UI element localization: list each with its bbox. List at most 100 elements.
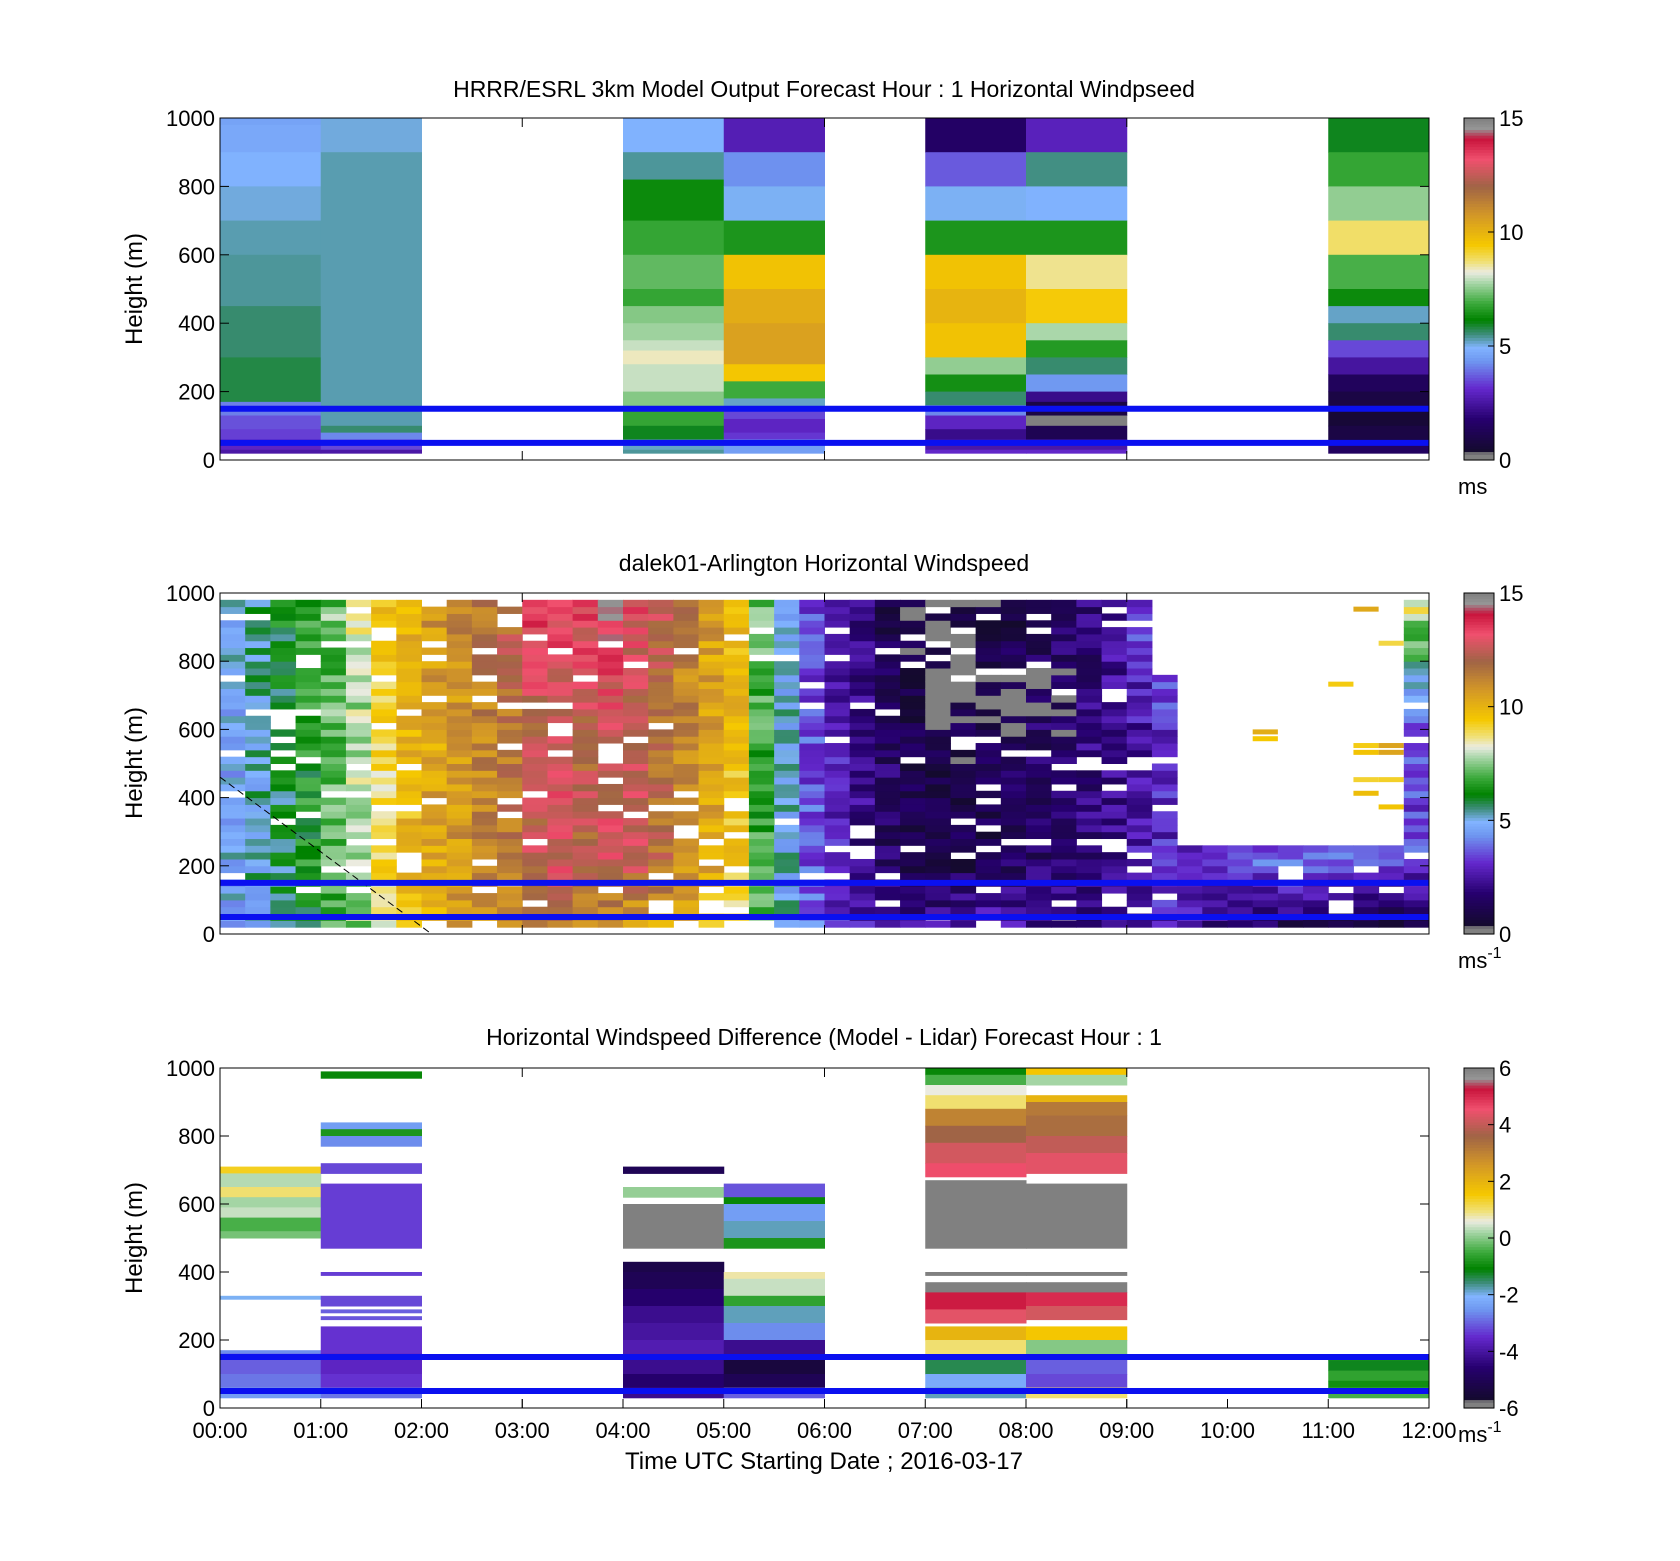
heatmap-cell (900, 668, 926, 676)
heatmap-cell (900, 627, 926, 635)
heatmap-cell (522, 647, 548, 655)
colorbar-step (1464, 874, 1494, 878)
heatmap-cell (597, 920, 624, 928)
heatmap-cell (597, 654, 624, 662)
heatmap-cell (572, 797, 599, 805)
heatmap-cell (925, 186, 1027, 222)
heatmap-cell (446, 688, 473, 696)
heatmap-cell (925, 920, 951, 928)
colorbar-step (1464, 434, 1494, 438)
heatmap-cell (774, 804, 800, 812)
heatmap-cell (270, 640, 297, 649)
heatmap-cell (547, 906, 574, 915)
colorbar-step (1464, 860, 1494, 864)
heatmap-cell (723, 811, 750, 819)
heatmap-cell (597, 824, 624, 833)
heatmap-cell (295, 627, 322, 635)
heatmap-cell (1126, 797, 1153, 805)
heatmap-cell (748, 756, 775, 764)
heatmap-cell (245, 804, 271, 812)
heatmap-cell (597, 893, 624, 901)
heatmap-cell (723, 627, 750, 635)
heatmap-cell (572, 831, 599, 840)
heatmap-cell (900, 743, 926, 751)
heatmap-cell (874, 865, 901, 874)
heatmap-cell (623, 865, 649, 874)
heatmap-cell (1000, 736, 1027, 744)
chart-title: HRRR/ESRL 3km Model Output Forecast Hour… (453, 76, 1195, 102)
heatmap-cell (1000, 824, 1027, 833)
heatmap-cell (623, 695, 649, 703)
colorbar-step (1464, 448, 1494, 453)
heatmap-cell (950, 838, 977, 846)
colorbar-step (1464, 135, 1494, 139)
heatmap-cell (245, 743, 271, 751)
colorbar-step (1464, 140, 1494, 145)
heatmap-cell (597, 681, 624, 689)
colorbar-tick-label: 15 (1499, 106, 1523, 131)
heatmap-cell (371, 790, 397, 799)
heatmap-cell (874, 613, 901, 621)
heatmap-cell (874, 599, 901, 608)
heatmap-cell (1000, 756, 1027, 764)
heatmap-cell (1026, 1095, 1128, 1103)
heatmap-cell (572, 681, 599, 689)
heatmap-cell (950, 872, 977, 880)
heatmap-cell (597, 661, 624, 669)
colorbar-step (1464, 1172, 1494, 1177)
heatmap-cell (320, 872, 347, 880)
heatmap-cell (723, 708, 750, 717)
heatmap-cell (320, 1163, 422, 1174)
heatmap-cell (1051, 886, 1077, 894)
heatmap-cell (497, 777, 523, 785)
heatmap-cell (1026, 674, 1052, 683)
heatmap-cell (220, 152, 322, 187)
heatmap-cell (371, 640, 397, 649)
heatmap-cell (371, 899, 397, 908)
heatmap-cell (270, 633, 297, 642)
heatmap-cell (774, 858, 800, 867)
heatmap-cell (723, 654, 750, 662)
colorbar-step (1464, 649, 1494, 654)
heatmap-cell (824, 695, 851, 703)
heatmap-cell (547, 756, 574, 764)
heatmap-cell (925, 1326, 1027, 1341)
heatmap-cell (799, 640, 825, 649)
colorbar-step (1464, 695, 1494, 699)
heatmap-cell (623, 688, 649, 696)
colorbar-step (1464, 269, 1494, 273)
heatmap-cell (1026, 845, 1052, 853)
heatmap-cell (673, 708, 700, 717)
heatmap-cell (572, 640, 599, 649)
heatmap-cell (900, 674, 926, 683)
heatmap-cell (1026, 1074, 1128, 1086)
heatmap-cell (925, 1142, 1027, 1164)
heatmap-cell (371, 858, 397, 867)
heatmap-cell (975, 708, 1002, 717)
heatmap-cell (874, 695, 901, 703)
heatmap-cell (421, 743, 448, 751)
colorbar-step (1464, 641, 1494, 645)
heatmap-cell (623, 749, 649, 758)
heatmap-cell (1151, 702, 1178, 710)
heatmap-cell (748, 865, 775, 874)
heatmap-cell (220, 118, 322, 126)
colorbar-step (1464, 1136, 1494, 1140)
heatmap-cell (245, 647, 271, 655)
heatmap-cell (295, 743, 322, 751)
heatmap-cell (1076, 633, 1103, 642)
heatmap-cell (975, 838, 1002, 846)
heatmap-cell (1076, 674, 1103, 683)
x-tick-label: 11:00 (1302, 1418, 1355, 1443)
heatmap-cell (1227, 845, 1254, 853)
heatmap-cell (1026, 729, 1052, 737)
heatmap-cell (623, 770, 649, 778)
heatmap-cell (824, 708, 851, 717)
heatmap-cell (925, 797, 951, 805)
heatmap-cell (497, 872, 523, 880)
heatmap-cell (1151, 899, 1178, 908)
heatmap-cell (295, 613, 322, 621)
heatmap-cell (1126, 613, 1153, 621)
heatmap-cell (1076, 640, 1103, 649)
heatmap-cell (900, 838, 926, 846)
